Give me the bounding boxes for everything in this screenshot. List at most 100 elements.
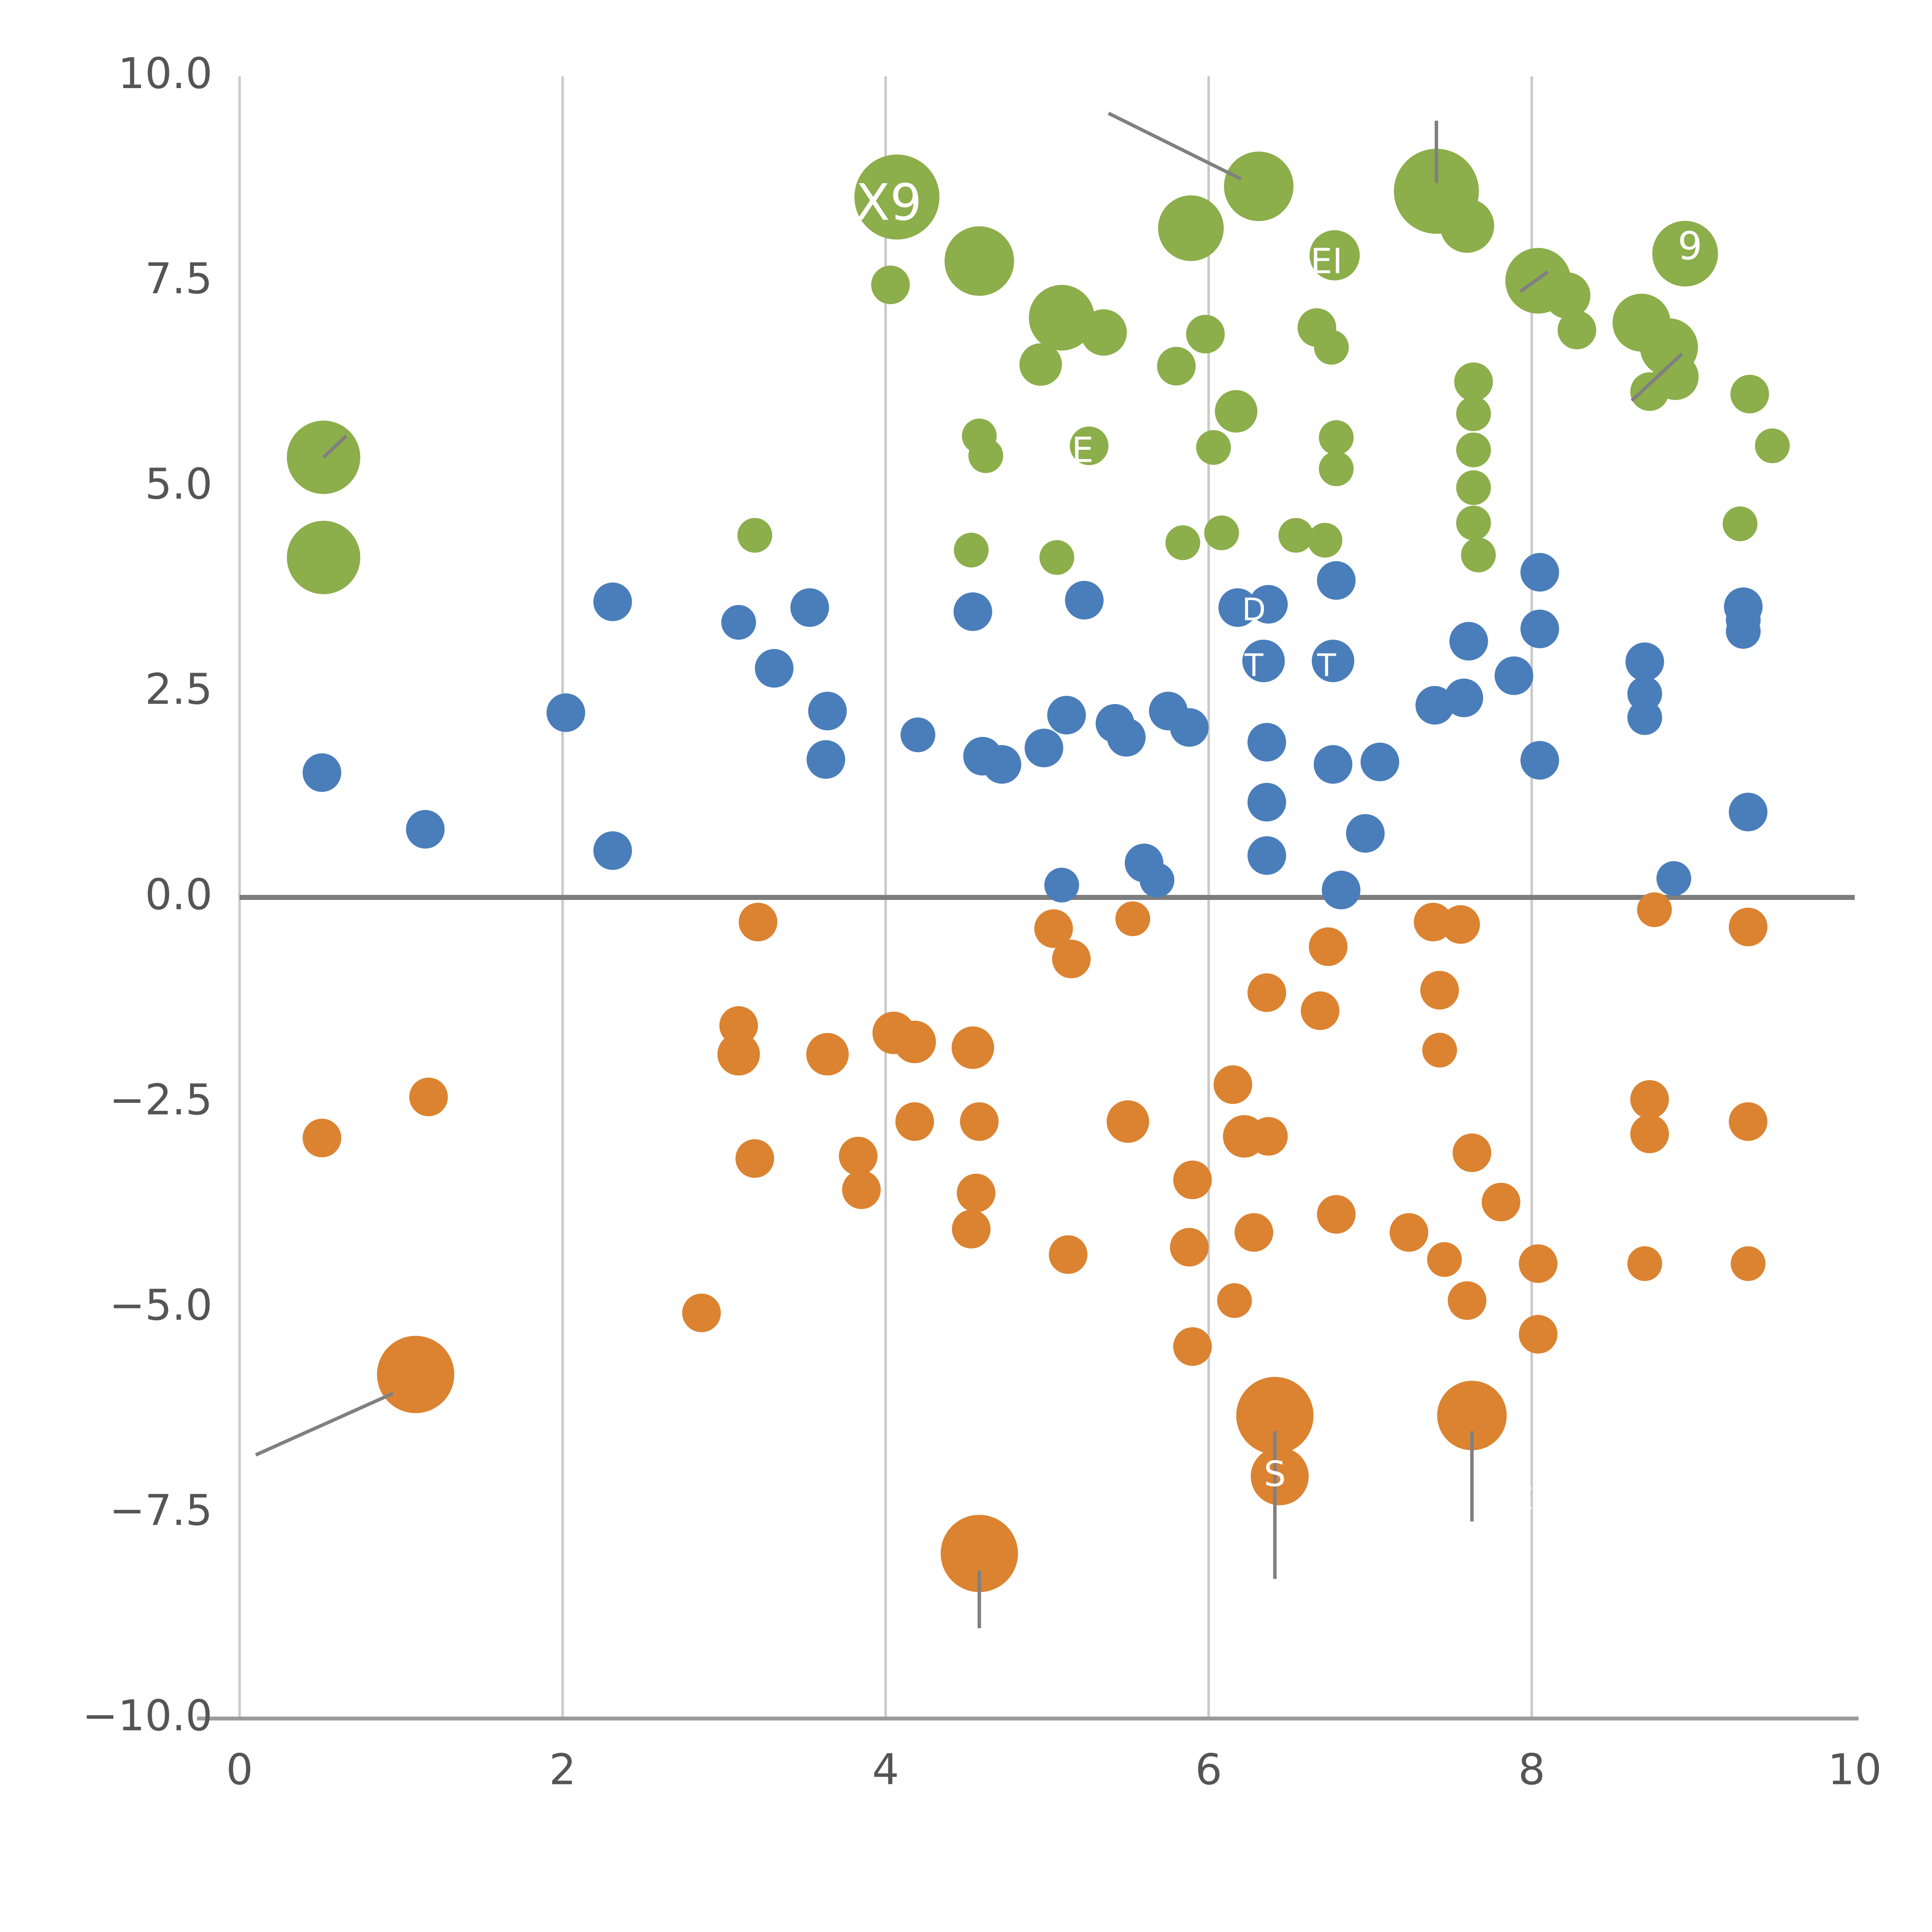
data-point-orange-cluster — [1173, 1160, 1212, 1199]
data-point-blue-cluster — [1726, 614, 1761, 649]
data-point-orange-cluster — [1249, 1117, 1288, 1156]
data-point-green-cluster — [1204, 515, 1239, 550]
annotation-line-7 — [1519, 270, 1549, 293]
x-tick-label: 2 — [549, 1745, 576, 1794]
data-point-green-cluster — [1310, 230, 1360, 281]
y-tick-label: 10.0 — [118, 49, 213, 98]
data-point-blue-cluster — [1311, 639, 1354, 682]
data-point-orange-cluster — [842, 1170, 881, 1209]
data-point-orange-cluster — [1729, 908, 1768, 946]
data-point-green-cluster — [1456, 470, 1491, 505]
bubble-label: D — [1242, 592, 1266, 628]
data-point-green-cluster — [1755, 428, 1790, 463]
data-point-blue-cluster — [808, 692, 847, 731]
data-point-orange-cluster — [1519, 1244, 1558, 1283]
data-point-green-cluster — [287, 520, 361, 594]
data-point-green-cluster — [1070, 426, 1109, 465]
data-point-blue-cluster — [593, 831, 632, 870]
data-point-orange-cluster — [717, 1033, 760, 1076]
data-point-green-cluster — [944, 226, 1014, 296]
data-point-blue-cluster — [1044, 867, 1079, 903]
data-point-orange-cluster — [838, 1136, 878, 1175]
bubble-label: T — [1317, 647, 1337, 683]
data-point-green-cluster — [1196, 430, 1231, 465]
data-point-blue-cluster — [1139, 862, 1175, 898]
data-point-orange-cluster — [1049, 1235, 1088, 1274]
data-point-green-cluster — [1456, 432, 1491, 468]
data-point-blue-cluster — [1346, 814, 1385, 853]
data-point-green-cluster — [1558, 311, 1597, 350]
data-point-orange-cluster — [806, 1033, 849, 1076]
data-point-orange-cluster — [951, 1026, 994, 1069]
data-point-green-cluster — [1158, 195, 1224, 261]
annotation-line-2 — [255, 1391, 394, 1457]
data-point-blue-cluster — [1247, 723, 1286, 762]
data-point-green-cluster — [1029, 285, 1095, 351]
data-point-blue-cluster — [755, 649, 794, 688]
data-point-green-cluster — [1461, 537, 1496, 573]
data-point-orange-cluster — [1236, 1377, 1314, 1454]
data-point-blue-cluster — [1024, 728, 1063, 767]
data-point-green-cluster — [968, 438, 1003, 473]
data-point-green-cluster — [954, 532, 989, 568]
data-point-green-cluster — [1224, 151, 1294, 221]
bubble-label: 9 — [1678, 223, 1702, 269]
data-point-green-cluster — [1440, 199, 1494, 253]
data-point-orange-cluster — [895, 1102, 934, 1141]
data-point-orange-cluster — [960, 1102, 999, 1141]
data-point-green-cluster — [1215, 390, 1258, 433]
data-point-orange-cluster — [1437, 1381, 1507, 1451]
data-point-green-cluster — [1319, 420, 1354, 455]
data-point-blue-cluster — [790, 588, 829, 627]
data-point-orange-cluster — [1217, 1283, 1252, 1318]
bubble-label: EI — [1310, 241, 1342, 282]
y-tick-label: 0.0 — [145, 870, 213, 919]
x-tick-label: 10 — [1828, 1745, 1882, 1794]
data-point-orange-cluster — [1247, 973, 1286, 1012]
data-point-orange-cluster — [1427, 1242, 1462, 1277]
data-point-blue-cluster — [806, 740, 845, 779]
annotation-line-8 — [1631, 352, 1683, 402]
data-point-orange-cluster — [1519, 1315, 1558, 1354]
data-point-orange-cluster — [377, 1336, 454, 1413]
data-point-green-cluster — [854, 154, 940, 240]
data-point-orange-cluster — [735, 1139, 774, 1178]
data-point-blue-cluster — [1321, 871, 1361, 910]
data-point-blue-cluster — [303, 753, 342, 792]
data-point-orange-cluster — [1301, 991, 1340, 1030]
annotation-line-6 — [322, 434, 347, 459]
data-point-green-cluster — [1456, 396, 1491, 431]
data-point-orange-cluster — [1630, 1114, 1669, 1153]
data-point-orange-cluster — [1317, 1195, 1356, 1234]
y-tick-label: −5.0 — [109, 1280, 213, 1330]
data-point-blue-cluster — [1520, 553, 1559, 592]
data-point-green-cluster — [1019, 343, 1062, 386]
data-point-orange-cluster — [957, 1173, 996, 1213]
data-point-orange-cluster — [952, 1210, 991, 1248]
data-point-blue-cluster — [1218, 588, 1257, 627]
data-point-orange-cluster — [409, 1077, 448, 1116]
data-point-blue-cluster — [1627, 700, 1662, 735]
x-tick-label: 6 — [1195, 1745, 1222, 1794]
data-point-orange-cluster — [682, 1293, 721, 1332]
data-point-green-cluster — [1630, 372, 1669, 411]
data-point-blue-cluster — [1449, 622, 1488, 661]
data-point-blue-cluster — [1107, 718, 1146, 757]
data-point-orange-cluster — [1422, 1032, 1457, 1068]
data-point-blue-cluster — [1170, 708, 1209, 747]
data-point-orange-cluster — [1052, 939, 1091, 978]
data-point-orange-cluster — [1731, 1246, 1766, 1281]
data-point-orange-cluster — [1389, 1213, 1429, 1252]
annotation-line-0 — [1107, 112, 1242, 181]
data-point-orange-cluster — [1481, 1182, 1520, 1221]
data-point-blue-cluster — [1415, 686, 1454, 725]
x-tick-label: 8 — [1518, 1745, 1545, 1794]
data-point-blue-cluster — [900, 717, 935, 752]
data-point-orange-cluster — [1420, 971, 1459, 1010]
data-point-orange-cluster — [940, 1515, 1018, 1592]
data-point-blue-cluster — [1247, 783, 1286, 821]
data-point-green-cluster — [1307, 523, 1342, 558]
data-point-blue-cluster — [1520, 741, 1559, 780]
